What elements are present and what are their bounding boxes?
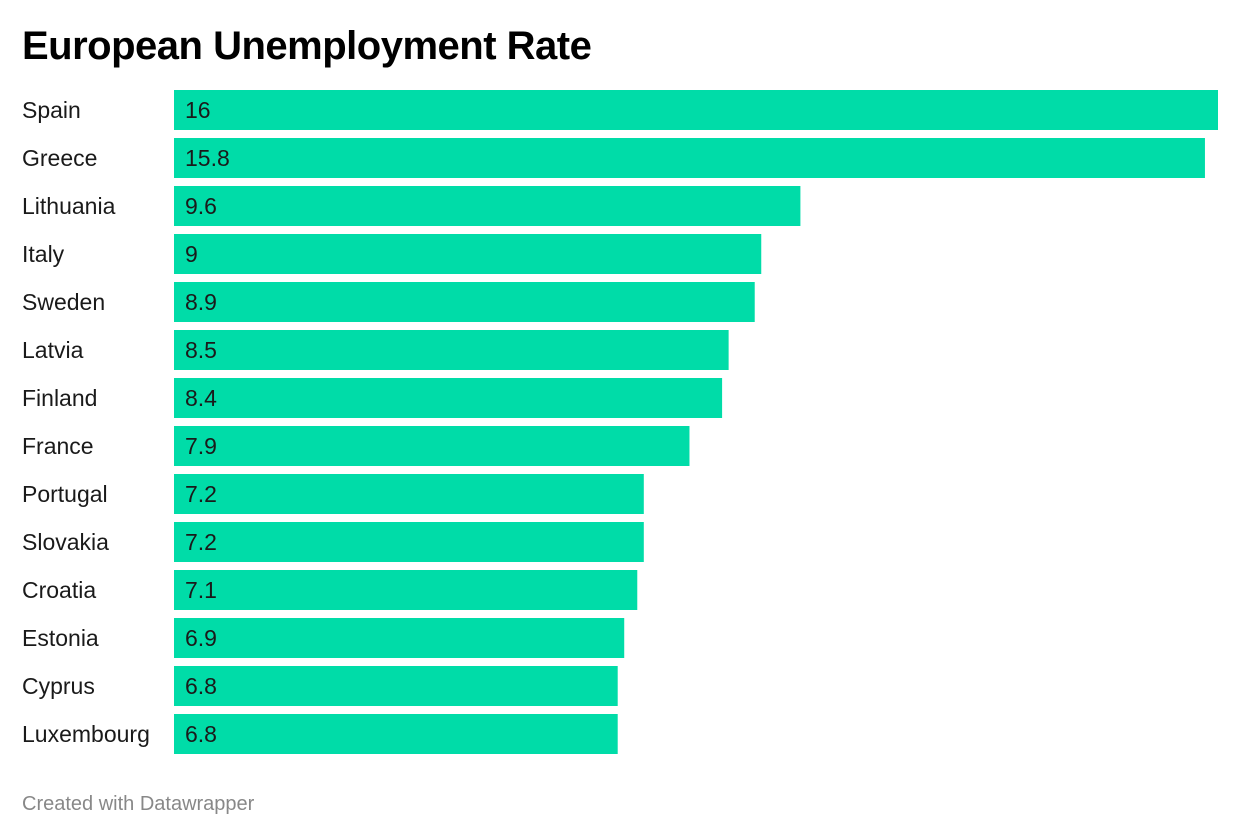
category-label: Cyprus bbox=[22, 673, 95, 699]
footer-credit: Created with Datawrapper bbox=[22, 793, 255, 815]
bar bbox=[174, 378, 723, 418]
category-label: Finland bbox=[22, 385, 97, 411]
bar bbox=[174, 138, 1205, 178]
value-label: 16 bbox=[185, 97, 211, 123]
category-label: Luxembourg bbox=[22, 721, 150, 747]
chart-title: European Unemployment Rate bbox=[22, 24, 592, 68]
category-label: France bbox=[22, 433, 94, 459]
category-label: Sweden bbox=[22, 289, 105, 315]
value-label: 6.8 bbox=[185, 721, 217, 747]
bar-row: Luxembourg 6.8 bbox=[22, 714, 618, 754]
category-label: Spain bbox=[22, 97, 81, 123]
bar-row: Portugal 7.2 bbox=[22, 474, 644, 514]
bar-row: Sweden 8.9 bbox=[22, 282, 755, 322]
value-label: 9.6 bbox=[185, 193, 217, 219]
value-label: 8.9 bbox=[185, 289, 217, 315]
bar-row: Croatia 7.1 bbox=[22, 570, 638, 610]
value-label: 7.9 bbox=[185, 433, 217, 459]
category-label: Slovakia bbox=[22, 529, 109, 555]
bar bbox=[174, 282, 755, 322]
bar bbox=[174, 90, 1218, 130]
bar bbox=[174, 330, 729, 370]
value-label: 15.8 bbox=[185, 145, 230, 171]
bar-row: Estonia 6.9 bbox=[22, 618, 625, 658]
bar bbox=[174, 618, 625, 658]
bar-row: Lithuania 9.6 bbox=[22, 186, 801, 226]
value-label: 8.4 bbox=[185, 385, 217, 411]
value-label: 7.1 bbox=[185, 577, 217, 603]
category-label: Estonia bbox=[22, 625, 99, 651]
bar bbox=[174, 570, 638, 610]
bar bbox=[174, 474, 644, 514]
value-label: 7.2 bbox=[185, 481, 217, 507]
value-label: 6.8 bbox=[185, 673, 217, 699]
value-label: 8.5 bbox=[185, 337, 217, 363]
category-label: Lithuania bbox=[22, 193, 116, 219]
bar bbox=[174, 234, 762, 274]
bar-row: Finland 8.4 bbox=[22, 378, 723, 418]
bar bbox=[174, 666, 618, 706]
bar bbox=[174, 186, 801, 226]
bar-row: Cyprus 6.8 bbox=[22, 666, 618, 706]
bar-row: Italy 9 bbox=[22, 234, 762, 274]
bar-row: Latvia 8.5 bbox=[22, 330, 729, 370]
category-label: Italy bbox=[22, 241, 65, 267]
value-label: 7.2 bbox=[185, 529, 217, 555]
category-label: Portugal bbox=[22, 481, 108, 507]
category-label: Latvia bbox=[22, 337, 84, 363]
value-label: 6.9 bbox=[185, 625, 217, 651]
bar bbox=[174, 426, 690, 466]
bar-row: Spain 16 bbox=[22, 90, 1218, 130]
bar bbox=[174, 714, 618, 754]
bar-row: Slovakia 7.2 bbox=[22, 522, 644, 562]
bar-row: France 7.9 bbox=[22, 426, 690, 466]
bar-row: Greece 15.8 bbox=[22, 138, 1205, 178]
category-label: Croatia bbox=[22, 577, 96, 603]
bar bbox=[174, 522, 644, 562]
value-label: 9 bbox=[185, 241, 198, 267]
category-label: Greece bbox=[22, 145, 97, 171]
bars-layer: Spain 16 Greece 15.8 Lithuania 9.6 Italy 9 Swede… bbox=[22, 90, 1218, 754]
